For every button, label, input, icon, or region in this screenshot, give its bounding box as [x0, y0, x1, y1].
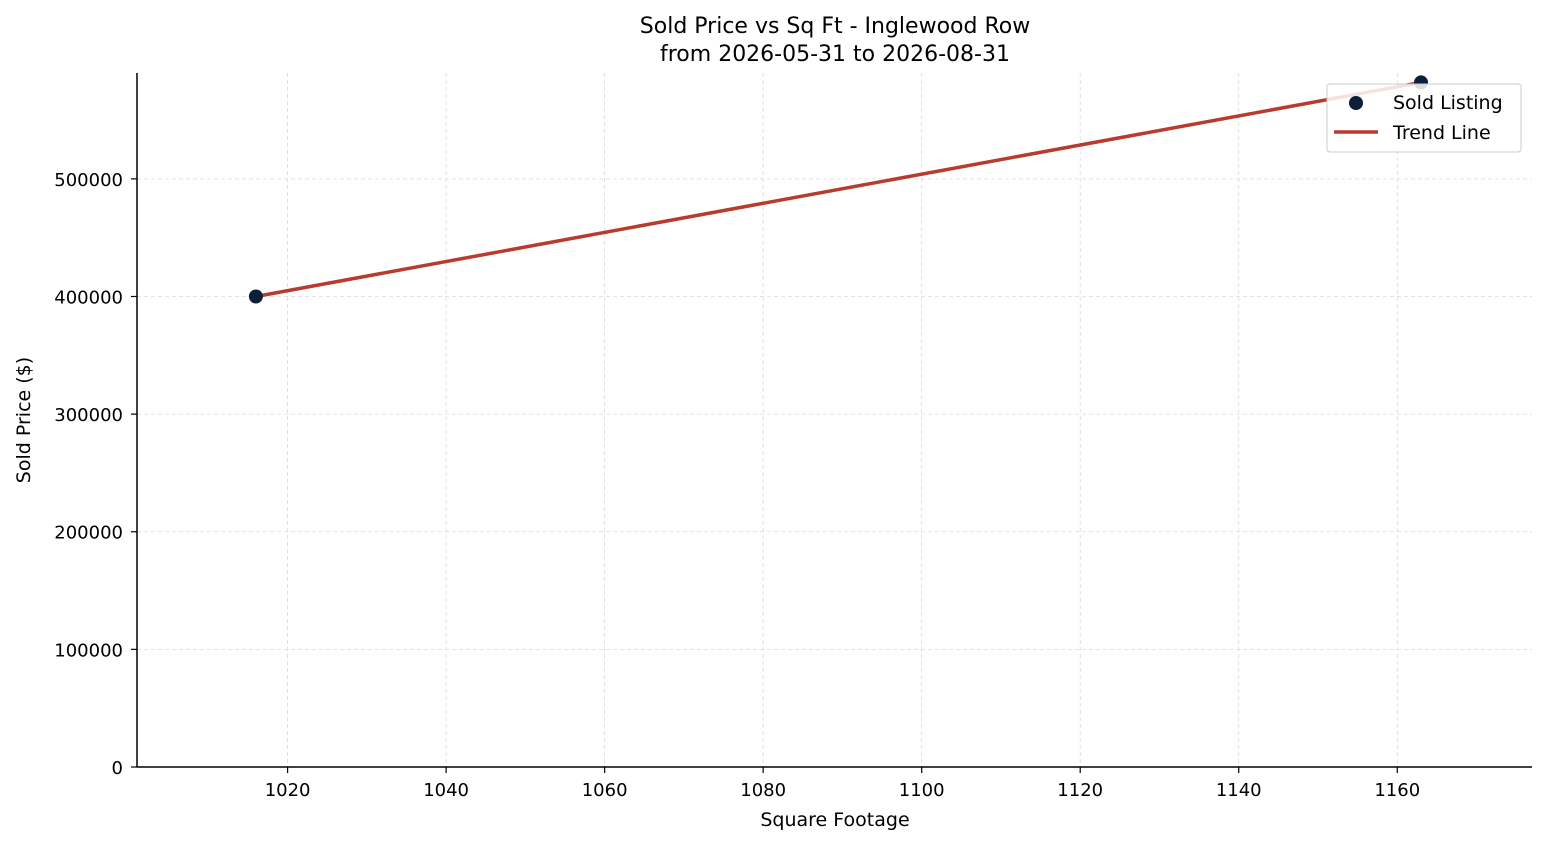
y-tick-label: 0 — [112, 758, 123, 779]
y-ticks: 0 100000 200000 300000 400000 500000 — [54, 170, 137, 779]
x-tick-label: 1160 — [1374, 780, 1420, 801]
legend-label-sold-listing: Sold Listing — [1393, 92, 1503, 114]
x-tick-label: 1120 — [1057, 780, 1103, 801]
y-tick-label: 100000 — [54, 640, 123, 661]
legend: Sold Listing Trend Line — [1326, 83, 1522, 153]
x-axis-label: Square Footage — [760, 809, 909, 831]
y-tick-label: 300000 — [54, 405, 123, 426]
y-axis-label: Sold Price ($) — [13, 357, 35, 483]
x-tick-label: 1020 — [265, 780, 311, 801]
sold-listing-point — [248, 289, 263, 304]
x-tick-label: 1040 — [423, 780, 469, 801]
x-ticks: 1020 1040 1060 1080 1100 1120 1140 1160 — [265, 767, 1420, 801]
legend-label-trend-line: Trend Line — [1392, 122, 1491, 144]
x-tick-label: 1140 — [1216, 780, 1262, 801]
y-tick-label: 500000 — [54, 170, 123, 191]
grid — [137, 73, 1532, 768]
legend-marker-sold-listing — [1349, 96, 1363, 110]
series — [248, 75, 1429, 304]
x-tick-label: 1080 — [740, 780, 786, 801]
trend-line — [255, 80, 1422, 299]
chart-title-line-2: from 2026-05-31 to 2026-08-31 — [660, 42, 1010, 67]
y-tick-label: 200000 — [54, 523, 123, 544]
x-tick-label: 1060 — [582, 780, 628, 801]
x-tick-label: 1100 — [899, 780, 945, 801]
y-tick-label: 400000 — [54, 287, 123, 308]
legend-box — [1326, 83, 1522, 153]
axes — [136, 73, 1532, 768]
chart-title-line-1: Sold Price vs Sq Ft - Inglewood Row — [640, 14, 1030, 39]
